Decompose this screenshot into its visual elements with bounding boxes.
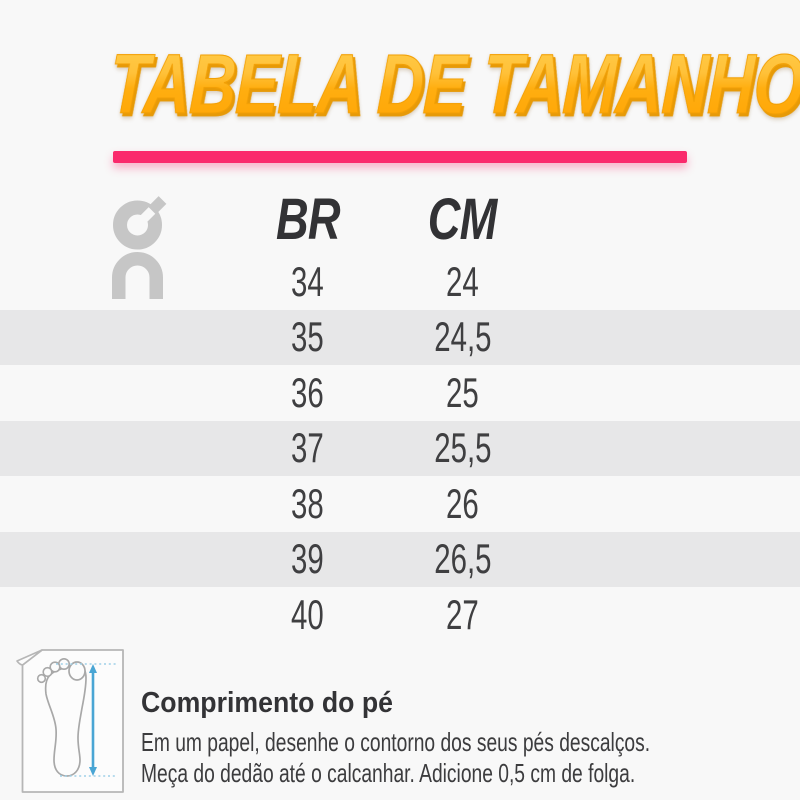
cm-cell: 26 <box>446 479 479 527</box>
measure-heading: Comprimento do pé <box>141 687 393 719</box>
br-cell: 40 <box>291 590 324 638</box>
cm-cell: 24 <box>446 257 479 305</box>
on-logo-icon <box>112 196 167 299</box>
measure-line-1: Em um papel, desenhe o contorno dos seus… <box>141 727 651 757</box>
cm-cell: 24,5 <box>433 313 492 361</box>
cm-cell: 25,5 <box>433 424 492 472</box>
cm-cell: 27 <box>446 590 479 638</box>
table-row: 38 26 <box>0 476 800 532</box>
br-cell: 36 <box>291 368 324 416</box>
column-header-cm: CM <box>428 187 498 252</box>
table-header-row: BR CM <box>0 186 800 299</box>
table-row: 34 24 <box>0 254 800 310</box>
br-cell: 38 <box>291 479 324 527</box>
cm-cell: 25 <box>446 368 479 416</box>
br-cell: 37 <box>291 424 324 472</box>
column-header-br: BR <box>275 187 341 252</box>
cm-cell: 26,5 <box>433 535 492 583</box>
measure-line-2: Meça do dedão até o calcanhar. Adicione … <box>141 757 636 788</box>
table-body: 34 24 35 24,5 36 25 37 25,5 38 26 39 26,… <box>0 254 800 643</box>
page-title: TABELA DE TAMANHOS <box>0 37 800 132</box>
table-row: 37 25,5 <box>0 420 800 476</box>
measure-instructions: Comprimento do pé Em um papel, desenhe o… <box>141 688 791 788</box>
br-cell: 35 <box>291 313 324 361</box>
table-row: 36 25 <box>0 365 800 421</box>
page-title-text: TABELA DE TAMANHOS <box>108 37 800 132</box>
table-row: 39 26,5 <box>0 531 800 587</box>
br-cell: 34 <box>291 257 324 305</box>
br-cell: 39 <box>291 535 324 583</box>
title-underline <box>113 151 687 163</box>
table-row: 40 27 <box>0 587 800 643</box>
table-row: 35 24,5 <box>0 309 800 365</box>
foot-measure-icon <box>16 649 124 793</box>
size-table: BR CM 34 24 35 24,5 36 25 37 25,5 <box>0 186 800 643</box>
